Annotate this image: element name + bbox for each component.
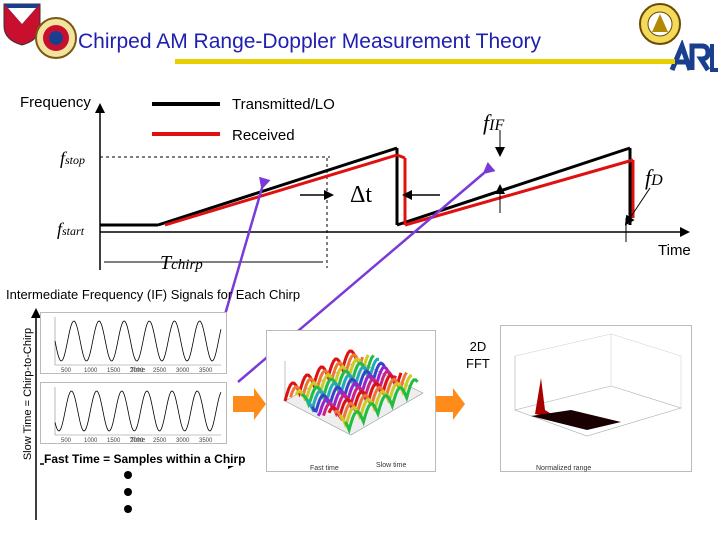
time-axis-label: Time	[658, 242, 691, 259]
fft-label-line1: 2D	[469, 339, 487, 354]
f-d-label: fD	[645, 165, 663, 190]
if-signal-2-tick-1000: 1000	[84, 438, 98, 443]
ellipsis-dot-2	[124, 488, 132, 496]
surface-ridge-12	[344, 378, 419, 435]
if-signal-wave-2	[54, 390, 222, 432]
range-doppler-floor	[531, 410, 621, 430]
received-ramp-2	[404, 158, 634, 227]
seal-logo	[34, 16, 78, 60]
pointer-to-first-panel	[222, 176, 271, 319]
if-signal-2-tick-1500: 1500	[107, 438, 121, 443]
chirp-waveforms	[100, 146, 635, 227]
fast-time-label: Fast Time = Samples within a Chirp	[44, 452, 246, 466]
title-underline	[175, 59, 675, 64]
range-doppler-peak	[535, 378, 561, 420]
surface-xlabel: Fast time	[310, 465, 339, 472]
if-signal-wave-1	[54, 320, 222, 362]
range-doppler-panel	[500, 325, 692, 472]
surface-ylabel: Slow time	[376, 462, 407, 469]
fd-pointer	[624, 187, 651, 226]
range-xlabel: Normalized range	[536, 465, 592, 472]
if-signal-1-tick-3500: 3500	[199, 368, 213, 373]
if-signal-2-ticks: 500 1000 1500 2000 2500 3000 3500	[61, 438, 213, 444]
if-signal-1-tick-3000: 3000	[176, 368, 190, 373]
if-signal-2-tick-500: 500	[61, 438, 72, 443]
surface-ridge-11	[339, 374, 413, 429]
if-signal-2-tick-2000: 2000	[130, 438, 144, 443]
if-signal-2-tick-3000: 3000	[176, 438, 190, 443]
surface-plot-panel	[266, 330, 436, 472]
t-chirp-label: Tchirp	[160, 252, 203, 274]
fft-label: 2D FFT	[466, 338, 490, 372]
if-time-axis-label-2: Time	[130, 437, 146, 444]
if-signal-1-tick-2000: 2000	[130, 368, 144, 373]
if-signal-1-tick-1000: 1000	[84, 368, 98, 373]
transmitted-ramp-1	[157, 146, 398, 227]
if-signal-2-tick-2500: 2500	[153, 438, 167, 443]
page-title: Chirped AM Range-Doppler Measurement The…	[78, 30, 542, 53]
legend-transmitted-label: Transmitted/LO	[232, 96, 335, 113]
left-logo	[2, 2, 42, 46]
if-signal-1-tick-2500: 2500	[153, 368, 167, 373]
f-start-label: fstart	[57, 219, 85, 239]
legend-received-label: Received	[232, 127, 295, 144]
f-if-label: fIF	[483, 110, 505, 135]
if-signal-panel-1: 500 1000 1500 2000 2500 3000 3500	[40, 312, 227, 374]
if-signal-1-tick-500: 500	[61, 368, 72, 373]
if-signal-panel-2: 500 1000 1500 2000 2500 3000 3500	[40, 382, 227, 444]
fft-label-line2: FFT	[466, 356, 490, 371]
received-ramp-1	[164, 153, 398, 227]
top-right-seal-logo	[638, 2, 682, 46]
delta-t-label: Δt	[350, 182, 373, 208]
ellipsis-dot-1	[124, 471, 132, 479]
ellipsis-dot-3	[124, 505, 132, 513]
if-signal-2-tick-3500: 3500	[199, 438, 213, 443]
transmitted-ramp-2	[396, 146, 631, 227]
if-section-heading: Intermediate Frequency (IF) Signals for …	[6, 287, 301, 302]
if-time-axis-label-1: Time	[130, 367, 146, 374]
surface-ridges	[283, 349, 419, 435]
orange-arrow-1	[233, 388, 266, 420]
orange-arrow-2	[432, 388, 465, 420]
arl-logo	[668, 38, 718, 74]
frequency-axis-label: Frequency	[20, 94, 91, 111]
if-signal-1-tick-1500: 1500	[107, 368, 121, 373]
f-stop-label: fstop	[60, 148, 86, 168]
slow-time-label: Slow Time = Chirp-to-Chirp	[22, 327, 34, 461]
if-signal-1-ticks: 500 1000 1500 2000 2500 3000 3500	[61, 368, 213, 374]
received-top-1	[396, 153, 406, 160]
